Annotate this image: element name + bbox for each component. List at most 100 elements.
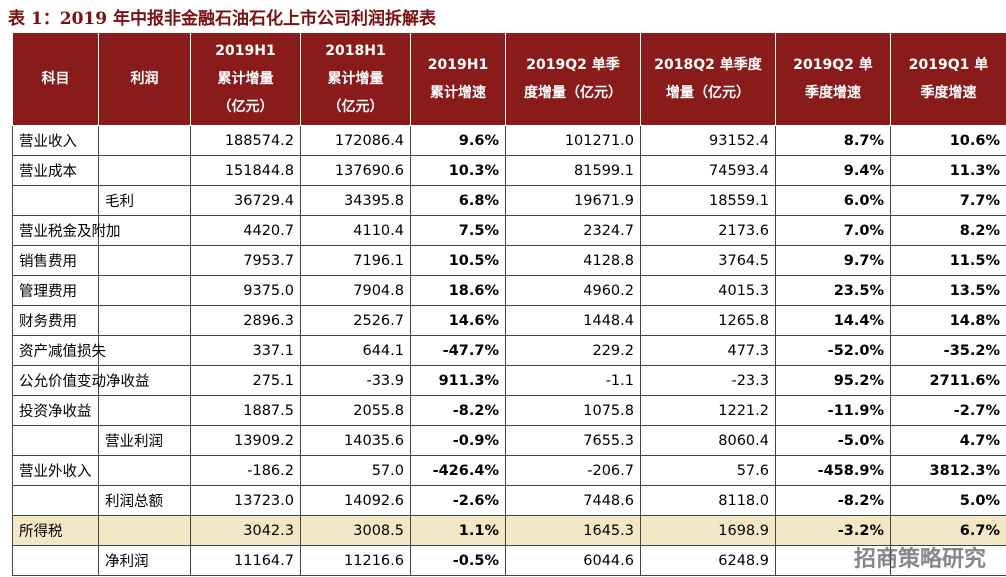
header-line: 利润 bbox=[130, 71, 159, 87]
value-cell: -33.9 bbox=[300, 365, 411, 396]
value-cell: -186.2 bbox=[190, 455, 301, 486]
value-cell: 9.4% bbox=[775, 155, 891, 186]
value-cell bbox=[890, 545, 1006, 576]
header-line: 累计增量 bbox=[217, 71, 274, 87]
header-line: 度增量（亿元） bbox=[524, 85, 622, 101]
item-cell: 营业成本 bbox=[12, 155, 99, 186]
value-cell: 8118.0 bbox=[640, 485, 776, 516]
value-cell: 6248.9 bbox=[640, 545, 776, 576]
value-cell: 1221.2 bbox=[640, 395, 776, 426]
value-cell: 81599.1 bbox=[505, 155, 641, 186]
value-cell: -3.2% bbox=[775, 515, 891, 546]
value-cell: 34395.8 bbox=[300, 185, 411, 216]
value-cell: 7655.3 bbox=[505, 425, 641, 456]
value-cell: 6044.6 bbox=[505, 545, 641, 576]
item-cell bbox=[12, 425, 99, 456]
value-cell: 6.7% bbox=[890, 515, 1006, 546]
value-cell: 188574.2 bbox=[190, 125, 301, 156]
value-cell: 1645.3 bbox=[505, 515, 641, 546]
value-cell: 2324.7 bbox=[505, 215, 641, 246]
value-cell: 95.2% bbox=[775, 365, 891, 396]
value-cell: -2.6% bbox=[410, 485, 506, 516]
value-cell: 7953.7 bbox=[190, 245, 301, 276]
value-cell: -52.0% bbox=[775, 335, 891, 366]
value-cell: 13723.0 bbox=[190, 485, 301, 516]
value-cell: 3008.5 bbox=[300, 515, 411, 546]
value-cell: 6.8% bbox=[410, 185, 506, 216]
header-line: 2019Q1 单 bbox=[908, 57, 989, 73]
value-cell: 5.0% bbox=[890, 485, 1006, 516]
value-cell: 18559.1 bbox=[640, 185, 776, 216]
value-cell: 911.3% bbox=[410, 365, 506, 396]
value-cell: 172086.4 bbox=[300, 125, 411, 156]
value-cell: 137690.6 bbox=[300, 155, 411, 186]
profit-cell bbox=[98, 125, 191, 156]
table-row: 管理费用 9375.0 7904.8 18.6% 4960.2 4015.3 23.5% 13… bbox=[12, 275, 1006, 306]
profit-cell: 营业利润 bbox=[98, 425, 191, 456]
value-cell: 2055.8 bbox=[300, 395, 411, 426]
value-cell: 101271.0 bbox=[505, 125, 641, 156]
value-cell: 7904.8 bbox=[300, 275, 411, 306]
value-cell: 1.1% bbox=[410, 515, 506, 546]
value-cell: 9.6% bbox=[410, 125, 506, 156]
item-cell: 营业收入 bbox=[12, 125, 99, 156]
header-line: 2018Q2 单季度 bbox=[654, 57, 762, 73]
value-cell: -2.7% bbox=[890, 395, 1006, 426]
profit-table: 科目 利润 2019H1 累计增量 （亿元） 2018H1 累计增量 （亿元） 2019H1 累计… bbox=[12, 32, 1006, 576]
value-cell: -0.9% bbox=[410, 425, 506, 456]
table-row: 投资净收益 1887.5 2055.8 -8.2% 1075.8 1221.2 -11.9%… bbox=[12, 395, 1006, 426]
value-cell: 2173.6 bbox=[640, 215, 776, 246]
header-line: 科目 bbox=[41, 71, 70, 87]
profit-cell bbox=[98, 455, 191, 486]
header-cell: 2018Q2 单季度 增量（亿元） bbox=[640, 32, 776, 126]
value-cell: 10.5% bbox=[410, 245, 506, 276]
value-cell: 14.4% bbox=[775, 305, 891, 336]
profit-cell bbox=[98, 305, 191, 336]
value-cell: 4960.2 bbox=[505, 275, 641, 306]
item-cell: 所得税 bbox=[12, 515, 99, 546]
header-line: 2019Q2 单 bbox=[793, 57, 873, 73]
table-row: 营业外收入 -186.2 57.0 -426.4% -206.7 57.6 -458.9% 3… bbox=[12, 455, 1006, 486]
table-row: 营业税金及附加 4420.7 4110.4 7.5% 2324.7 2173.6 7.0% 8… bbox=[12, 215, 1006, 246]
value-cell: 3812.3% bbox=[890, 455, 1006, 486]
header-line: 2019Q2 单季 bbox=[526, 57, 620, 73]
value-cell: -8.2% bbox=[775, 485, 891, 516]
value-cell: 8.7% bbox=[775, 125, 891, 156]
item-cell bbox=[12, 485, 99, 516]
value-cell: 10.3% bbox=[410, 155, 506, 186]
value-cell: 14092.6 bbox=[300, 485, 411, 516]
item-cell: 营业外收入 bbox=[12, 455, 99, 486]
table-row: 营业利润 13909.2 14035.6 -0.9% 7655.3 8060.4 -5.0%… bbox=[12, 425, 1006, 456]
table-row: 营业成本 151844.8 137690.6 10.3% 81599.1 74593.4 9… bbox=[12, 155, 1006, 186]
value-cell: 11164.7 bbox=[190, 545, 301, 576]
header-cell: 科目 bbox=[12, 32, 99, 126]
table-row: 财务费用 2896.3 2526.7 14.6% 1448.4 1265.8 14.4% 14… bbox=[12, 305, 1006, 336]
header-line: 季度增速 bbox=[920, 85, 977, 101]
value-cell: 6.0% bbox=[775, 185, 891, 216]
value-cell: 4.7% bbox=[890, 425, 1006, 456]
value-cell: 644.1 bbox=[300, 335, 411, 366]
value-cell: 9.7% bbox=[775, 245, 891, 276]
item-cell: 销售费用 bbox=[12, 245, 99, 276]
table-row: 公允价值变动净收益 275.1 -33.9 911.3% -1.1 -23.3 95.2% 2… bbox=[12, 365, 1006, 396]
table-row: 净利润 11164.7 11216.6 -0.5% 6044.6 6248.9 bbox=[12, 545, 1006, 576]
profit-cell bbox=[98, 335, 191, 366]
header-cell: 2018H1 累计增量 （亿元） bbox=[300, 32, 411, 126]
value-cell: -206.7 bbox=[505, 455, 641, 486]
value-cell: -0.5% bbox=[410, 545, 506, 576]
value-cell: 36729.4 bbox=[190, 185, 301, 216]
value-cell: 4015.3 bbox=[640, 275, 776, 306]
value-cell: 9375.0 bbox=[190, 275, 301, 306]
item-cell bbox=[12, 545, 99, 576]
value-cell: 8060.4 bbox=[640, 425, 776, 456]
value-cell: 7.7% bbox=[890, 185, 1006, 216]
item-cell bbox=[12, 185, 99, 216]
value-cell: 93152.4 bbox=[640, 125, 776, 156]
value-cell: 3764.5 bbox=[640, 245, 776, 276]
value-cell: 14.8% bbox=[890, 305, 1006, 336]
header-cell: 2019Q2 单季 度增量（亿元） bbox=[505, 32, 641, 126]
header-line: （亿元） bbox=[217, 99, 274, 115]
header-line: 累计增速 bbox=[430, 85, 486, 101]
value-cell: 4420.7 bbox=[190, 215, 301, 246]
value-cell: -5.0% bbox=[775, 425, 891, 456]
